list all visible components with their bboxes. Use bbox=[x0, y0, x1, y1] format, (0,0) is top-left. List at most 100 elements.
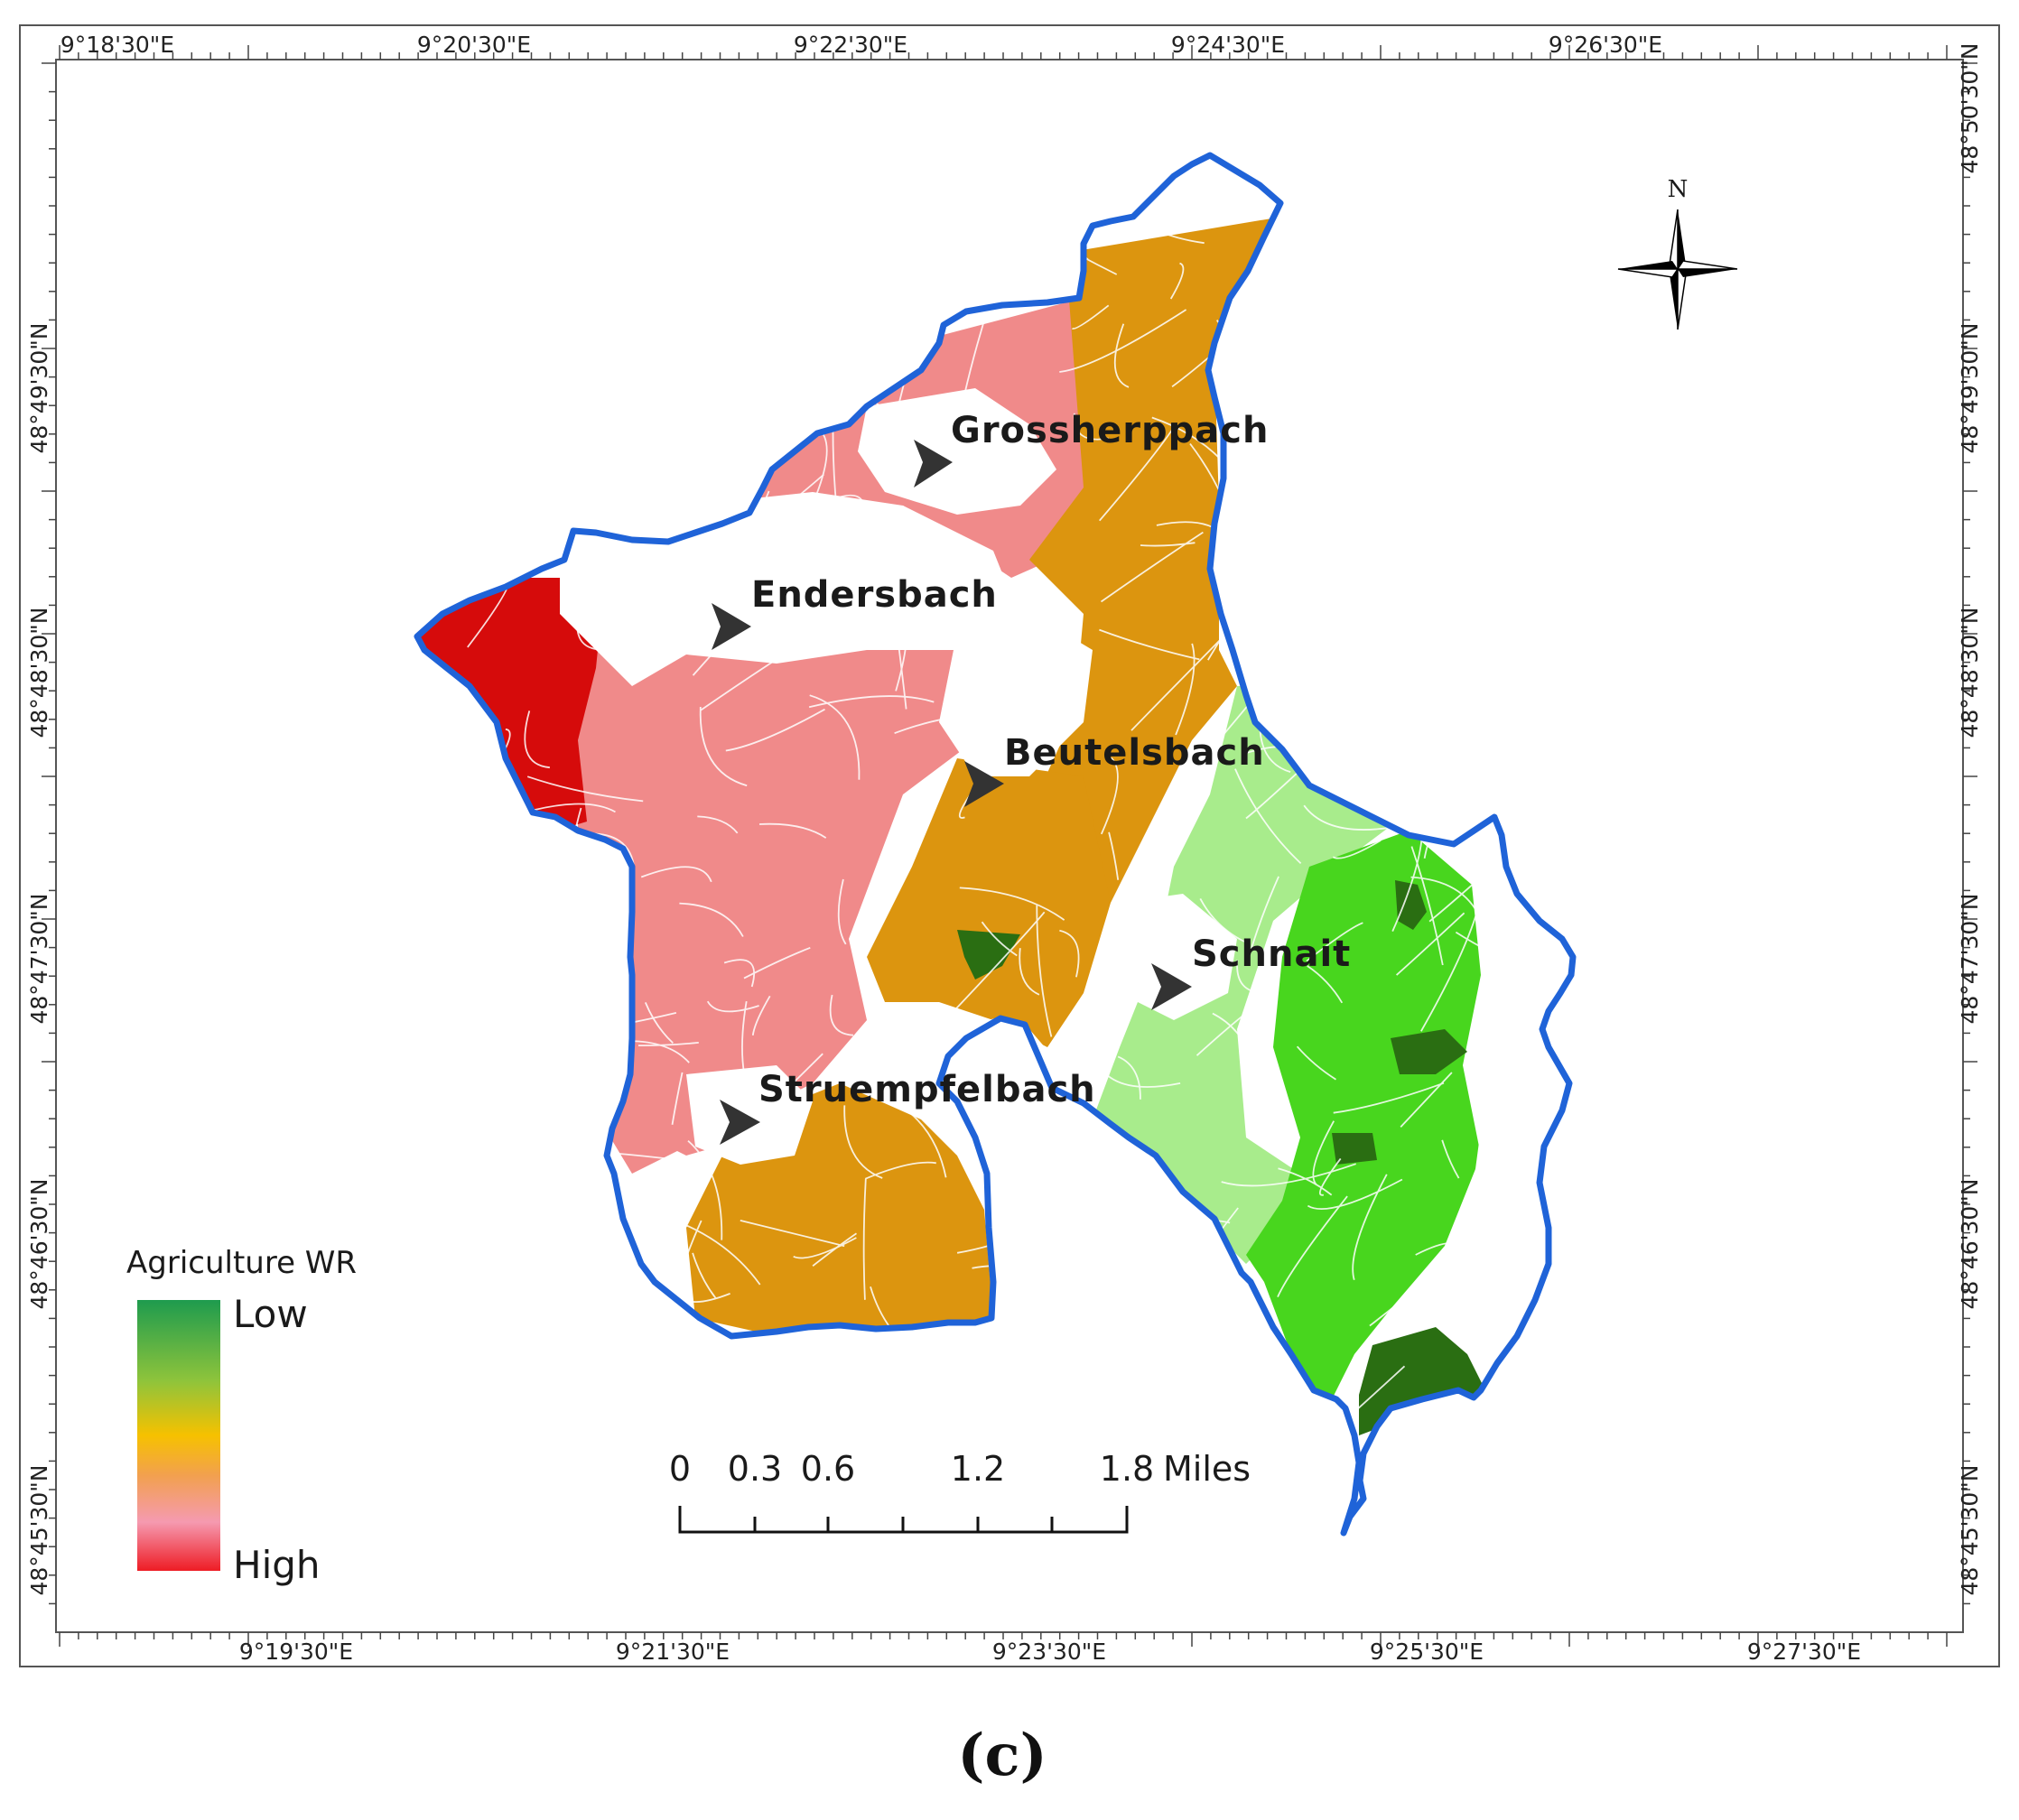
scale-tick-label: 1.2 bbox=[951, 1449, 1005, 1489]
right-axis-label: 48°47'30"N bbox=[1957, 893, 1983, 1024]
bottom-axis-label: 9°23'30"E bbox=[992, 1639, 1106, 1665]
parcel-line bbox=[1246, 876, 1279, 965]
parcel-line bbox=[1307, 965, 1344, 1004]
zone-lowest-patch bbox=[957, 930, 1020, 980]
parcel-line bbox=[526, 775, 644, 803]
parcel-line bbox=[1234, 768, 1302, 865]
top-axis-labels: 9°18'30"E 9°20'30"E 9°22'30"E 9°24'30"E … bbox=[60, 32, 1662, 58]
graticule-ticks bbox=[42, 45, 1977, 1647]
parcel-line bbox=[1410, 846, 1444, 966]
legend-title: Agriculture WR bbox=[126, 1245, 357, 1281]
parcel-line bbox=[1296, 1045, 1336, 1081]
scale-tick-label: 1.8 bbox=[1100, 1449, 1154, 1489]
parcel-line bbox=[768, 1104, 806, 1127]
town-label: Schnait bbox=[1192, 933, 1351, 975]
parcel-line bbox=[524, 710, 550, 769]
parcel-line bbox=[1019, 948, 1040, 996]
parcel-line bbox=[1236, 960, 1267, 994]
legend-high-label: High bbox=[233, 1543, 321, 1587]
parcel-line bbox=[1278, 1167, 1333, 1196]
parcel-line bbox=[1117, 1055, 1141, 1100]
parcel-line bbox=[1441, 1139, 1460, 1179]
parcel-line bbox=[959, 887, 1065, 921]
parcel-line bbox=[1099, 424, 1177, 522]
left-axis-label: 48°46'30"N bbox=[26, 1178, 52, 1309]
parcel-line bbox=[862, 1178, 867, 1300]
legend-low-label: Low bbox=[233, 1292, 308, 1336]
parcel-line bbox=[794, 494, 863, 518]
bottom-axis-label: 9°25'30"E bbox=[1370, 1639, 1484, 1665]
scale-unit-label: Miles bbox=[1163, 1449, 1251, 1489]
settlement-schnait bbox=[1120, 894, 1237, 1020]
parcel-line bbox=[1319, 1157, 1342, 1196]
parcel-line bbox=[1100, 531, 1204, 603]
parcel-line bbox=[758, 822, 827, 839]
parcel-line bbox=[1093, 1057, 1181, 1088]
parcel-line bbox=[1352, 1174, 1388, 1281]
parcel-line bbox=[1492, 1195, 1504, 1276]
bottom-axis-label: 9°27'30"E bbox=[1747, 1639, 1861, 1665]
parcel-line bbox=[1221, 1163, 1356, 1187]
left-axis-label: 48°47'30"N bbox=[26, 893, 52, 1024]
town-arrow-icon bbox=[914, 440, 953, 488]
parcel-line bbox=[1455, 931, 1496, 956]
settlement-beutelsbach bbox=[939, 623, 1093, 776]
parcel-line bbox=[868, 1090, 947, 1178]
north-arrow: N bbox=[1617, 176, 1738, 330]
parcel-line bbox=[889, 585, 907, 710]
compass-rose-icon bbox=[1617, 209, 1738, 330]
left-axis-label: 48°45'30"N bbox=[26, 1464, 52, 1595]
parcel-line bbox=[981, 921, 1018, 957]
parcel-line bbox=[1369, 1277, 1431, 1327]
top-axis-label: 9°18'30"E bbox=[60, 32, 174, 58]
parcel-line bbox=[1196, 1014, 1244, 1056]
bottom-axis-label: 9°19'30"E bbox=[239, 1639, 353, 1665]
parcel-line bbox=[1140, 542, 1196, 547]
right-axis-label: 48°49'30"N bbox=[1957, 322, 1983, 453]
parcel-line bbox=[775, 636, 820, 651]
right-axis-labels: 48°50'30"N 48°49'30"N 48°48'30"N 48°47'3… bbox=[1957, 42, 1983, 1595]
parcel-line bbox=[644, 1002, 674, 1045]
parcel-line bbox=[747, 490, 770, 582]
zone-lowest-patch bbox=[1332, 1133, 1377, 1165]
parcel-line bbox=[1099, 628, 1200, 661]
parcel-line bbox=[751, 995, 771, 1036]
figure-caption: (c) bbox=[957, 1722, 1047, 1789]
left-axis-label: 48°48'30"N bbox=[26, 607, 52, 738]
parcel-line bbox=[829, 994, 854, 1036]
legend-color-ramp bbox=[137, 1300, 220, 1571]
parcel-line bbox=[1175, 643, 1196, 736]
parcel-line bbox=[979, 732, 1027, 750]
parcel-line bbox=[809, 694, 861, 780]
parcel-line bbox=[679, 902, 744, 937]
bottom-axis-label: 9°21'30"E bbox=[616, 1639, 730, 1665]
parcel-line bbox=[1059, 309, 1187, 373]
town-label: Beutelsbach bbox=[1004, 732, 1265, 774]
parcel-line bbox=[1462, 1246, 1475, 1291]
town-arrow-icon bbox=[964, 761, 1004, 807]
parcel-line bbox=[1277, 1195, 1348, 1297]
legend: Agriculture WR Low High bbox=[126, 1245, 357, 1587]
town-arrow-icon bbox=[712, 603, 751, 650]
top-axis-label: 9°24'30"E bbox=[1171, 32, 1285, 58]
parcel-line bbox=[651, 529, 714, 550]
parcel-line bbox=[725, 708, 825, 752]
parcel-line bbox=[628, 1040, 690, 1063]
town-beutelsbach: Beutelsbach bbox=[964, 732, 1265, 807]
parcel-line bbox=[843, 1105, 883, 1179]
parcel-line bbox=[700, 631, 820, 711]
bottom-axis-labels: 9°19'30"E 9°21'30"E 9°23'30"E 9°25'30"E … bbox=[239, 1639, 1861, 1665]
parcel-line bbox=[699, 706, 748, 787]
scale-bar: 0 0.3 0.6 1.2 1.8 Miles bbox=[669, 1449, 1251, 1534]
parcel-line bbox=[1333, 1082, 1445, 1114]
left-axis-label: 48°49'30"N bbox=[26, 322, 52, 453]
parcel-line bbox=[1059, 929, 1080, 978]
parcel-line bbox=[1073, 413, 1109, 441]
town-grossherppach: Grossherppach bbox=[914, 410, 1268, 488]
parcel-line bbox=[669, 1218, 761, 1286]
parcel-line bbox=[1199, 897, 1245, 942]
parcel-line bbox=[1167, 699, 1253, 800]
scale-tick-label: 0 bbox=[669, 1449, 691, 1489]
settlement-struempfelbach bbox=[686, 1065, 813, 1165]
study-area-boundary bbox=[414, 152, 1577, 1537]
